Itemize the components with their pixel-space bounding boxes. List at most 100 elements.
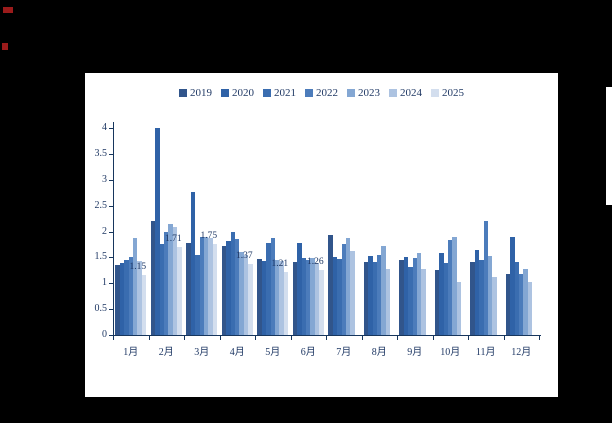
x-axis-label: 2月: [158, 347, 174, 358]
bar-2024-11月: [492, 277, 497, 335]
bar-2024-2月: [172, 227, 178, 335]
bar-2023-9月: [416, 253, 422, 335]
bar-2021-7月: [337, 259, 342, 335]
y-axis-label: 0: [102, 329, 107, 340]
legend-entry-2025: 2025: [431, 87, 464, 99]
data-label-2025-1月: 1.15: [129, 262, 147, 273]
bar-2020-9月: [403, 257, 409, 335]
bar-2019-6月: [292, 261, 298, 335]
legend-swatch-icon: [431, 89, 439, 97]
bar-2023-1月: [132, 238, 138, 335]
legend-swatch-icon: [263, 89, 271, 97]
legend-label: 2019: [190, 87, 212, 99]
legend-swatch-icon: [389, 89, 397, 97]
bar-2022-1月: [128, 257, 133, 335]
x-axis-tick: [468, 336, 469, 340]
legend-entry-2022: 2022: [305, 87, 338, 99]
bar-2025-3月: [212, 244, 218, 335]
bar-2021-4月: [230, 231, 236, 335]
bar-2020-5月: [261, 260, 267, 335]
bar-2024-4月: [243, 254, 249, 335]
bar-2019-7月: [328, 235, 333, 335]
bar-2022-6月: [306, 259, 311, 335]
x-axis-label: 8月: [371, 347, 387, 358]
bar-2025-6月: [319, 269, 324, 335]
data-label-2025-2月: 1.71: [164, 233, 182, 244]
bar-2024-10月: [456, 282, 462, 335]
bar-2019-12月: [505, 273, 511, 335]
bar-2022-4月: [235, 239, 240, 335]
bar-2024-12月: [527, 282, 533, 335]
y-axis-tick: [109, 128, 113, 129]
x-axis-label: 1月: [123, 347, 139, 358]
bar-2021-11月: [479, 259, 484, 335]
x-axis-tick: [539, 336, 540, 340]
bar-2023-6月: [310, 258, 315, 335]
y-axis-tick: [109, 283, 113, 285]
bar-2024-7月: [350, 250, 355, 335]
x-axis-tick: [184, 336, 185, 340]
bar-2020-7月: [332, 256, 338, 335]
legend-swatch-icon: [179, 89, 187, 97]
legend-swatch-icon: [305, 89, 313, 97]
y-axis-tick: [109, 335, 113, 336]
bar-2020-8月: [368, 256, 373, 335]
bar-2022-11月: [483, 221, 488, 335]
y-axis-line: [113, 122, 114, 336]
bar-2020-1月: [119, 262, 125, 335]
x-axis-label: 6月: [300, 347, 316, 358]
x-axis-tick: [397, 336, 398, 340]
bar-2023-7月: [345, 238, 351, 335]
bar-2021-12月: [514, 261, 520, 335]
bar-2022-12月: [519, 273, 524, 335]
bar-2019-8月: [363, 261, 369, 335]
y-axis-label: 3: [102, 173, 107, 185]
bar-2022-7月: [341, 244, 346, 335]
right-edge-white-sliver: [606, 87, 612, 205]
chart-panel: 2019 2020 2021 2022 2023 2024 2025 0 0.5 1 1.5 2 2.…: [85, 73, 558, 397]
legend-swatch-icon: [221, 89, 229, 97]
x-axis-label: 10月: [440, 347, 461, 358]
bar-2024-6月: [314, 262, 320, 335]
x-axis-label: 4月: [229, 347, 245, 358]
legend-swatch-icon: [347, 89, 355, 97]
y-axis-tick: [109, 309, 113, 311]
bar-2021-6月: [301, 258, 307, 335]
data-label-2025-6月: 1.26: [306, 256, 324, 267]
x-axis-label: 11月: [475, 347, 496, 358]
x-axis-tick: [113, 336, 114, 340]
left-edge-red-mark: [2, 43, 8, 50]
bar-2022-9月: [412, 258, 417, 335]
data-label-2025-4月: 1.37: [235, 251, 253, 262]
legend-label: 2025: [442, 87, 464, 99]
x-axis-tick: [290, 336, 292, 340]
x-axis-line: [113, 335, 541, 336]
bar-2019-1月: [115, 265, 120, 335]
data-label-2025-5月: 1.21: [271, 259, 289, 270]
y-axis-tick: [109, 179, 113, 181]
bar-2022-10月: [448, 239, 453, 335]
bar-2019-4月: [221, 245, 227, 335]
bar-2021-8月: [372, 261, 378, 335]
x-axis-label: 7月: [336, 347, 352, 358]
bar-2021-5月: [266, 242, 271, 335]
bar-2024-8月: [385, 268, 391, 335]
x-axis-tick: [148, 336, 150, 340]
bar-2021-1月: [124, 259, 129, 335]
bar-2020-2月: [155, 128, 160, 335]
chart-legend: 2019 2020 2021 2022 2023 2024 2025: [85, 87, 558, 99]
bar-2024-1月: [137, 260, 142, 335]
legend-label: 2023: [358, 87, 380, 99]
bar-2020-3月: [190, 191, 196, 335]
y-axis-label: 1: [102, 277, 107, 289]
legend-entry-2020: 2020: [221, 87, 254, 99]
bar-2020-4月: [226, 240, 231, 335]
bar-2023-2月: [168, 223, 173, 335]
bar-2023-11月: [487, 256, 493, 335]
bar-2020-11月: [474, 249, 480, 335]
data-label-2025-3月: 1.75: [200, 231, 218, 242]
bar-2019-5月: [257, 258, 262, 335]
bar-2019-10月: [434, 269, 440, 335]
legend-entry-2019: 2019: [179, 87, 212, 99]
